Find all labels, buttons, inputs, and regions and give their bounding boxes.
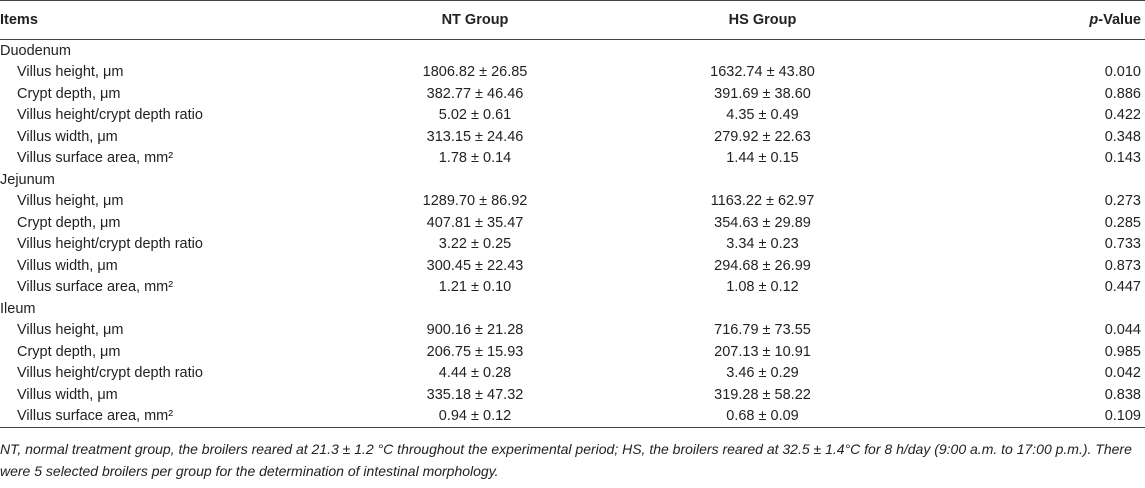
- value-cell: 0.422: [1104, 107, 1141, 124]
- item-label: Villus height/crypt depth ratio: [17, 236, 203, 253]
- value-cell: 0.68 ± 0.09: [610, 405, 915, 428]
- value-cell: 207.13 ± 10.91: [714, 343, 811, 360]
- item-label: Villus width, μm: [17, 128, 118, 145]
- value-cell: 391.69 ± 38.60: [714, 85, 811, 102]
- value-cell: 3.34 ± 0.23: [726, 236, 799, 253]
- value-cell: 1.08 ± 0.12: [726, 279, 799, 296]
- value-cell: 1163.22 ± 62.97: [710, 193, 815, 210]
- data-table: Items NT Group HS Group p-Value Duodenum…: [0, 0, 1145, 428]
- data-row: Crypt depth, μm 382.77 ± 46.46 391.69 ± 38…: [0, 83, 1145, 105]
- value-cell: 5.02 ± 0.61: [438, 107, 512, 124]
- header-text: -Value: [1098, 12, 1141, 28]
- data-row: Villus surface area, mm² 0.94 ± 0.12 0.68 …: [0, 405, 1145, 428]
- section-name: Duodenum: [0, 42, 71, 59]
- section-row: Jejunum: [0, 169, 1145, 191]
- value-cell: 335.18 ± 47.32: [426, 386, 524, 403]
- data-row: Villus surface area, mm² 1.21 ± 0.10 1.08 …: [0, 277, 1145, 299]
- value-cell: 1.21 ± 0.10: [438, 279, 512, 296]
- section-row: Duodenum: [0, 40, 1145, 62]
- data-row: Villus width, μm 313.15 ± 24.46 279.92 ± 2…: [0, 126, 1145, 148]
- value-cell: 300.45 ± 22.43: [426, 257, 524, 274]
- data-row: Villus height, μm 1806.82 ± 26.85 1632.74 …: [0, 62, 1145, 84]
- value-cell: 1.44 ± 0.15: [726, 150, 799, 167]
- item-label: Villus height/crypt depth ratio: [17, 107, 203, 124]
- header-italic: p: [1089, 12, 1099, 28]
- value-cell: 0.143: [1104, 150, 1141, 167]
- value-cell: 1806.82 ± 26.85: [422, 64, 528, 81]
- item-label: Villus surface area, mm²: [17, 150, 174, 167]
- item-label: Crypt depth, μm: [17, 214, 121, 231]
- value-cell: 294.68 ± 26.99: [714, 257, 811, 274]
- value-cell: 0.109: [915, 405, 1145, 428]
- value-cell: 319.28 ± 58.22: [714, 386, 811, 403]
- item-label: Villus width, μm: [17, 257, 118, 274]
- value-cell: 0.873: [1104, 257, 1141, 274]
- data-row: Villus height/crypt depth ratio 4.44 ± 0.…: [0, 363, 1145, 385]
- value-cell: 0.838: [1104, 386, 1141, 403]
- data-row: Crypt depth, μm 407.81 ± 35.47 354.63 ± 29…: [0, 212, 1145, 234]
- data-row: Villus height, μm 1289.70 ± 86.92 1163.22 …: [0, 191, 1145, 213]
- section-name: Jejunum: [0, 171, 55, 188]
- item-label: Villus height, μm: [17, 322, 124, 339]
- value-cell: 0.348: [1104, 128, 1141, 145]
- header-cell: HS Group: [610, 0, 915, 40]
- section-name: Ileum: [0, 300, 36, 317]
- data-row: Villus height/crypt depth ratio 5.02 ± 0.…: [0, 105, 1145, 127]
- footnote: NT, normal treatment group, the broilers…: [0, 441, 1132, 479]
- value-cell: 4.44 ± 0.28: [438, 365, 512, 382]
- value-cell: 0.94 ± 0.12: [340, 405, 610, 428]
- value-cell: 0.273: [1104, 193, 1141, 210]
- item-label: Villus surface area, mm²: [17, 279, 174, 296]
- value-cell: 0.886: [1104, 85, 1141, 102]
- value-cell: 1289.70 ± 86.92: [422, 193, 528, 210]
- value-cell: 407.81 ± 35.47: [426, 214, 524, 231]
- item-label: Villus height, μm: [17, 193, 124, 210]
- value-cell: 382.77 ± 46.46: [426, 85, 524, 102]
- value-cell: 3.46 ± 0.29: [726, 365, 799, 382]
- value-cell: 0.447: [1104, 279, 1141, 296]
- value-cell: 3.22 ± 0.25: [438, 236, 512, 253]
- section-row: Ileum: [0, 298, 1145, 320]
- header-cell: Items: [0, 0, 340, 40]
- value-cell: 0.985: [1104, 343, 1141, 360]
- data-row: Crypt depth, μm 206.75 ± 15.93 207.13 ± 10…: [0, 341, 1145, 363]
- value-cell: 4.35 ± 0.49: [726, 107, 799, 124]
- item-label: Villus surface area, mm²: [0, 405, 340, 428]
- value-cell: 0.010: [1104, 64, 1141, 81]
- value-cell: 1632.74 ± 43.80: [710, 64, 815, 81]
- item-label: Crypt depth, μm: [17, 85, 121, 102]
- data-row: Villus width, μm 300.45 ± 22.43 294.68 ± 2…: [0, 255, 1145, 277]
- item-label: Villus height/crypt depth ratio: [17, 365, 203, 382]
- value-cell: 1.78 ± 0.14: [438, 150, 512, 167]
- value-cell: 0.042: [1104, 365, 1141, 382]
- value-cell: 354.63 ± 29.89: [714, 214, 811, 231]
- value-cell: 716.79 ± 73.55: [714, 322, 811, 339]
- header-cell: p-Value: [915, 0, 1145, 40]
- value-cell: 313.15 ± 24.46: [426, 128, 524, 145]
- data-row: Villus surface area, mm² 1.78 ± 0.14 1.44 …: [0, 148, 1145, 170]
- item-label: Crypt depth, μm: [17, 343, 121, 360]
- value-cell: 0.733: [1104, 236, 1141, 253]
- data-row: Villus width, μm 335.18 ± 47.32 319.28 ± 5…: [0, 384, 1145, 406]
- table-header: Items NT Group HS Group p-Value: [0, 0, 1145, 40]
- data-row: Villus height, μm 900.16 ± 21.28 716.79 ± …: [0, 320, 1145, 342]
- value-cell: 0.285: [1104, 214, 1141, 231]
- item-label: Villus width, μm: [17, 386, 118, 403]
- data-row: Villus height/crypt depth ratio 3.22 ± 0.…: [0, 234, 1145, 256]
- header-cell: NT Group: [340, 0, 610, 40]
- table-body: Duodenum Villus height, μm 1806.82 ± 26.85…: [0, 40, 1145, 428]
- item-label: Villus height, μm: [17, 64, 124, 81]
- header-row: Items NT Group HS Group p-Value: [0, 0, 1145, 40]
- value-cell: 0.044: [1104, 322, 1141, 339]
- value-cell: 900.16 ± 21.28: [426, 322, 524, 339]
- value-cell: 279.92 ± 22.63: [714, 128, 811, 145]
- value-cell: 206.75 ± 15.93: [426, 343, 524, 360]
